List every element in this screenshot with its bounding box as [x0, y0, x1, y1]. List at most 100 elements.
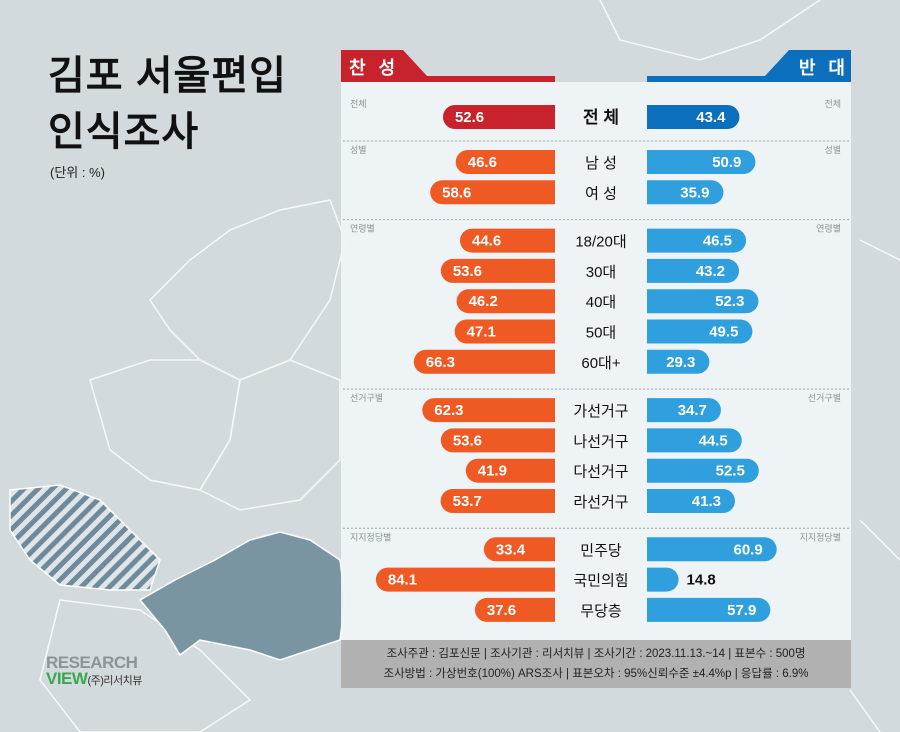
group-label-right: 선거구별	[808, 393, 841, 403]
group-label-right: 지지정당별	[800, 532, 841, 542]
category-label: 민주당	[580, 542, 622, 559]
disagree-bar	[647, 319, 753, 344]
group-label-left: 전체	[350, 99, 367, 109]
agree-value-label: 58.6	[442, 184, 471, 201]
group-label-left: 연령별	[350, 223, 375, 234]
agree-value-label: 53.7	[453, 493, 482, 510]
category-label: 전 체	[583, 108, 619, 127]
agree-header-label: 찬 성	[349, 58, 400, 78]
category-label: 60대+	[581, 355, 620, 372]
disagree-bar	[647, 489, 735, 513]
agree-value-label: 53.6	[453, 432, 482, 449]
group-label-left: 성별	[350, 145, 367, 155]
bar-row: 44.6 46.5 18/20대	[460, 228, 747, 253]
disagree-value-label: 14.8	[687, 572, 716, 589]
disagree-value-label: 35.9	[680, 184, 709, 201]
agree-bar	[375, 567, 555, 592]
disagree-bar	[647, 258, 740, 283]
disagree-value-label: 52.5	[716, 463, 745, 480]
agree-value-label: 84.1	[388, 572, 417, 589]
category-label: 남 성	[585, 155, 617, 172]
category-label: 나선거구	[573, 433, 628, 450]
group-label-left: 지지정당별	[350, 532, 391, 542]
disagree-value-label: 46.5	[703, 233, 732, 250]
bar-row: 53.6 44.5 나선거구	[440, 428, 742, 453]
disagree-bar	[647, 597, 771, 622]
bar-row: 37.6 57.9 무당층	[474, 597, 771, 622]
bar-row: 33.4 60.9 민주당	[483, 537, 777, 562]
bar-row: 41.9 52.5 다선거구	[465, 458, 759, 483]
agree-bar	[440, 489, 555, 513]
agree-value-label: 33.4	[496, 541, 526, 558]
disagree-bar	[647, 458, 759, 483]
agree-value-label: 66.3	[426, 354, 455, 371]
logo-line-2: VIEW	[46, 669, 88, 688]
agree-bar	[430, 180, 555, 205]
disagree-bar	[647, 228, 747, 253]
disagree-bar	[647, 567, 679, 592]
disagree-value-label: 29.3	[666, 354, 695, 371]
agree-bar	[413, 349, 555, 374]
bar-row: 84.1 14.8 국민의힘	[375, 567, 716, 592]
bar-row: 62.3 34.7 가선거구	[422, 398, 721, 423]
agree-value-label: 62.3	[434, 402, 463, 419]
disagree-bar	[647, 349, 710, 374]
agree-bar	[456, 289, 555, 314]
disagree-value-label: 52.3	[715, 293, 744, 310]
disagree-bar	[647, 428, 742, 453]
survey-info-footer: 조사주관 : 김포신문 | 조사기관 : 리서치뷰 | 조사기간 : 2023.…	[341, 640, 851, 688]
disagree-bar	[647, 105, 740, 129]
researchview-logo: RESEARCH VIEW(주)리서치뷰	[46, 653, 142, 689]
category-label: 국민의힘	[573, 573, 628, 590]
category-label: 여 성	[585, 185, 617, 202]
agree-bar	[455, 150, 555, 174]
gimpo-region	[9, 484, 161, 591]
logo-line-1: RESEARCH	[46, 653, 138, 672]
bar-row: 53.6 43.2 30대	[440, 258, 740, 283]
disagree-value-label: 44.5	[699, 432, 728, 449]
agree-bar	[442, 105, 555, 129]
agree-bar	[465, 458, 555, 483]
agree-bar	[483, 537, 555, 562]
agree-value-label: 47.1	[467, 324, 496, 341]
agree-bar	[422, 398, 555, 423]
disagree-value-label: 43.4	[696, 109, 726, 126]
title-line-1: 김포 서울편입	[48, 54, 287, 98]
agree-bar	[440, 258, 555, 283]
agree-value-label: 52.6	[455, 109, 484, 126]
disagree-value-label: 34.7	[678, 402, 707, 419]
disagree-value-label: 57.9	[727, 602, 756, 619]
agree-header	[341, 50, 555, 82]
bar-row: 58.6 35.9 여 성	[430, 180, 724, 205]
category-label: 50대	[586, 325, 617, 342]
agree-value-label: 46.6	[468, 154, 497, 171]
category-label: 다선거구	[573, 464, 628, 481]
bar-row: 47.1 49.5 50대	[454, 319, 753, 344]
agree-value-label: 53.6	[453, 263, 482, 280]
disagree-bar	[647, 150, 756, 174]
agree-bar	[454, 319, 555, 344]
category-label: 무당층	[580, 603, 621, 620]
disagree-value-label: 49.5	[709, 324, 738, 341]
title-line-2: 인식조사	[48, 110, 200, 154]
disagree-header	[647, 50, 851, 82]
disagree-value-label: 60.9	[734, 541, 763, 558]
disagree-value-label: 43.2	[696, 263, 725, 280]
group-label-right: 연령별	[816, 223, 841, 234]
disagree-bar	[647, 180, 724, 205]
group-label-right: 성별	[824, 145, 841, 155]
disagree-bar	[647, 537, 777, 562]
agree-value-label: 37.6	[487, 602, 516, 619]
agree-value-label: 41.9	[478, 463, 507, 480]
category-label: 라선거구	[573, 494, 628, 511]
unit-label: (단위 : %)	[50, 165, 105, 180]
category-label: 40대	[586, 294, 617, 311]
agree-value-label: 46.2	[469, 293, 498, 310]
category-label: 18/20대	[575, 234, 626, 251]
group-label-right: 전체	[824, 99, 841, 109]
bar-row: 52.6 43.4 전 체	[442, 105, 740, 129]
disagree-header-label: 반 대	[798, 58, 849, 78]
logo-sub: (주)리서치뷰	[87, 675, 142, 687]
